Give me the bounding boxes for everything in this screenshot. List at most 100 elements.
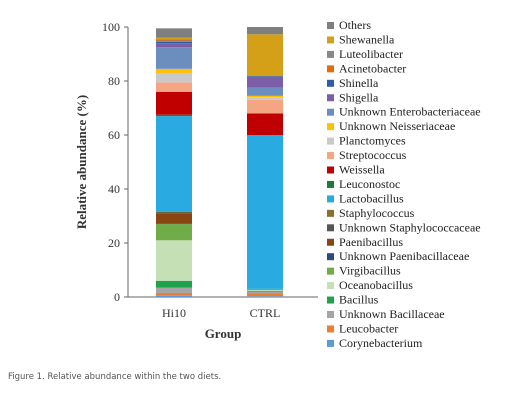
legend-swatch bbox=[327, 108, 334, 116]
bar-segment bbox=[156, 223, 192, 225]
bar-segment bbox=[156, 91, 192, 115]
legend-swatch bbox=[327, 339, 334, 347]
x-axis-title: Group bbox=[205, 326, 242, 341]
legend-label: Paenibacillus bbox=[339, 235, 403, 249]
chart-axes: 0 20 40 60 80 100 Relative abundance (%) Group H… bbox=[74, 20, 318, 341]
bar-segment bbox=[247, 288, 283, 290]
bar-segment bbox=[247, 99, 283, 114]
legend-swatch bbox=[327, 267, 334, 275]
legend-label: Lactobacillus bbox=[339, 191, 404, 205]
bar-segment bbox=[156, 224, 192, 241]
bar-segment bbox=[156, 280, 192, 288]
legend-swatch bbox=[327, 152, 334, 160]
bar-segment bbox=[247, 34, 283, 77]
legend-label: Virgibacillus bbox=[339, 264, 401, 278]
legend-swatch bbox=[327, 180, 334, 188]
bar-segment bbox=[156, 40, 192, 42]
bar-segment bbox=[156, 295, 192, 297]
bar-segment bbox=[156, 47, 192, 69]
bar-segment bbox=[247, 293, 283, 297]
legend-label: Leuconostoc bbox=[339, 177, 400, 191]
legend-swatch bbox=[327, 137, 334, 145]
bar-segment bbox=[156, 28, 192, 38]
legend-label: Oceanobacillus bbox=[339, 278, 413, 292]
legend-label: Planctomyces bbox=[339, 134, 406, 148]
bar-segment bbox=[247, 97, 283, 100]
chart-legend: OthersShewanellaLuteolibacterAcinetobact… bbox=[327, 18, 481, 350]
legend-label: Luteolibacter bbox=[339, 47, 403, 61]
x-tick-label: CTRL bbox=[250, 306, 281, 320]
legend-label: Shigella bbox=[339, 90, 379, 104]
figure-caption: Figure 1. Relative abundance within the … bbox=[8, 372, 222, 382]
legend-swatch bbox=[327, 224, 334, 232]
bar-segment bbox=[247, 76, 283, 77]
bar-segment bbox=[247, 135, 283, 289]
legend-swatch bbox=[327, 195, 334, 203]
bar-segment bbox=[156, 114, 192, 117]
legend-label: Shewanella bbox=[339, 32, 395, 46]
legend-swatch bbox=[327, 50, 334, 58]
legend-swatch bbox=[327, 238, 334, 246]
legend-swatch bbox=[327, 311, 334, 318]
legend-swatch bbox=[327, 296, 334, 304]
legend-swatch bbox=[327, 36, 334, 44]
legend-swatch bbox=[327, 282, 334, 290]
legend-label: Staphylococcus bbox=[339, 206, 415, 220]
y-axis-title: Relative abundance (%) bbox=[74, 95, 89, 229]
bar-segment bbox=[247, 27, 283, 35]
legend-swatch bbox=[327, 79, 334, 87]
bar-segment bbox=[247, 113, 283, 135]
legend-swatch bbox=[327, 325, 334, 333]
bar-segment bbox=[156, 68, 192, 73]
bar-segment bbox=[156, 240, 192, 281]
bar-segment bbox=[156, 287, 192, 293]
legend-label: Unknown Enterobacteriaceae bbox=[339, 105, 481, 119]
legend-label: Weissella bbox=[339, 163, 385, 177]
bar-segment bbox=[247, 87, 283, 96]
bar-segment bbox=[156, 39, 192, 41]
chart-bars bbox=[156, 27, 283, 297]
legend-label: Unknown Staphylococcaceae bbox=[339, 220, 481, 234]
y-tick-label: 100 bbox=[102, 20, 120, 34]
bar-segment bbox=[247, 289, 283, 291]
legend-swatch bbox=[327, 22, 334, 29]
legend-swatch bbox=[327, 123, 334, 131]
bar-segment bbox=[156, 116, 192, 212]
bar-segment bbox=[156, 292, 192, 296]
legend-swatch bbox=[327, 166, 334, 174]
y-tick-label: 0 bbox=[114, 290, 120, 304]
bar-segment bbox=[156, 211, 192, 213]
y-tick-label: 40 bbox=[108, 182, 120, 196]
bar-segment bbox=[247, 76, 283, 88]
legend-label: Unknown Paenibacillaceae bbox=[339, 249, 469, 263]
legend-label: Acinetobacter bbox=[339, 61, 406, 75]
legend-label: Shinella bbox=[339, 76, 379, 90]
bar-segment bbox=[156, 82, 192, 92]
bar-segment bbox=[156, 213, 192, 224]
y-tick-label: 80 bbox=[108, 74, 120, 88]
y-tick-label: 60 bbox=[108, 128, 120, 142]
bar-segment bbox=[156, 72, 192, 83]
bar-segment bbox=[156, 212, 192, 214]
legend-swatch bbox=[327, 253, 334, 261]
bar-segment bbox=[247, 291, 283, 294]
bar-segment bbox=[247, 290, 283, 292]
legend-label: Leucobacter bbox=[339, 321, 398, 335]
legend-label: Unknown Neisseriaceae bbox=[339, 119, 455, 133]
bar-segment bbox=[247, 296, 283, 297]
bar-segment bbox=[156, 37, 192, 40]
legend-swatch bbox=[327, 65, 334, 73]
bar-segment bbox=[247, 95, 283, 98]
legend-label: Unknown Bacillaceae bbox=[339, 307, 445, 321]
legend-label: Corynebacterium bbox=[339, 336, 423, 350]
legend-swatch bbox=[327, 209, 334, 217]
x-tick-label: Hi10 bbox=[162, 306, 186, 320]
bar-segment bbox=[156, 43, 192, 48]
legend-label: Bacillus bbox=[339, 293, 379, 307]
bar-segment bbox=[156, 41, 192, 44]
legend-swatch bbox=[327, 94, 334, 102]
legend-label: Streptococcus bbox=[339, 148, 407, 162]
y-tick-label: 20 bbox=[108, 236, 120, 250]
